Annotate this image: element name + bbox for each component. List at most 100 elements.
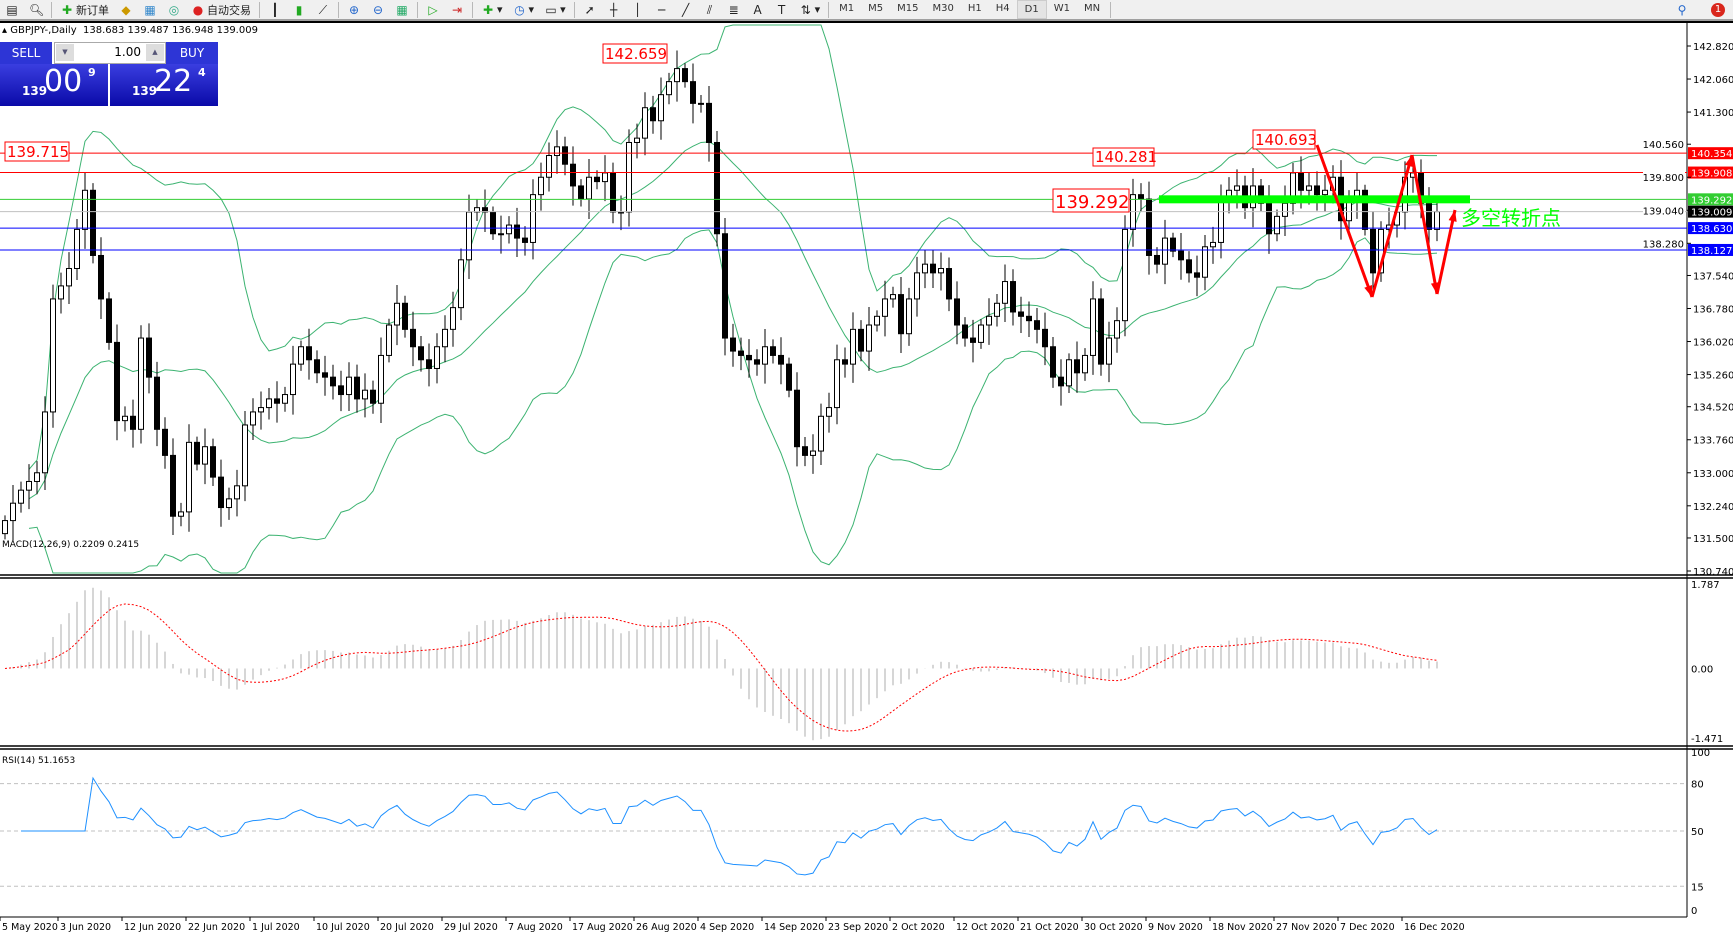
candle-body — [850, 328, 856, 365]
price-tag-bg — [1688, 147, 1733, 160]
candle — [258, 391, 264, 430]
chart-canvas[interactable]: 140.354 139.908 139.292 139.009 138.630 138.1… — [0, 23, 1733, 944]
timeframe-m5[interactable]: M5 — [868, 3, 884, 14]
zoom-in-button[interactable]: ⊕ — [342, 0, 366, 19]
candle-body — [1370, 228, 1376, 274]
new-order-button[interactable]: ✚ 新订单 — [55, 0, 114, 19]
candle-body — [1202, 246, 1208, 278]
fibonacci-button[interactable]: ≣ — [722, 0, 746, 19]
candle-body — [794, 389, 800, 448]
timeframe-w1[interactable]: W1 — [1053, 3, 1070, 14]
candle-body — [162, 428, 168, 456]
indicators-button[interactable]: ✚ ▾ — [482, 2, 503, 17]
price-callout-label: 139.715 — [7, 143, 69, 161]
cursor-icon: ➚ — [584, 2, 595, 17]
notification-badge[interactable]: 1 — [1711, 2, 1725, 17]
crosshair-button[interactable]: ┼ — [602, 0, 626, 19]
price-callout-box — [1092, 147, 1155, 167]
timeframe-h4[interactable]: H4 — [995, 3, 1010, 14]
buy-price[interactable]: 139 22 4 — [110, 64, 218, 106]
candle — [922, 250, 928, 289]
vertical-line-button[interactable]: │ — [626, 0, 650, 19]
new-order-icon: ✚ — [61, 2, 73, 17]
candle — [178, 502, 184, 527]
arrows-button[interactable]: ⇅ ▾ — [800, 2, 821, 17]
text-label-button[interactable]: Ｔ — [770, 0, 794, 19]
candle — [762, 329, 768, 384]
sell-button[interactable]: SELL — [0, 42, 52, 64]
timeframe-d1[interactable]: D1 — [1016, 0, 1047, 19]
price-callout-box — [1252, 129, 1316, 150]
candle — [1138, 183, 1144, 212]
autoscroll-button[interactable]: ▷ — [421, 0, 445, 19]
text-button[interactable]: A — [746, 0, 770, 19]
horizontal-line-button[interactable]: ─ — [650, 0, 674, 19]
candle — [1434, 200, 1440, 242]
profiles-button[interactable]: ▤ — [0, 0, 24, 19]
bar-chart-button[interactable]: ┃ — [263, 0, 287, 19]
candle — [1122, 215, 1128, 337]
chart-window[interactable]: 140.354 139.908 139.292 139.009 138.630 138.1… — [0, 21, 1733, 944]
chart-shift-button[interactable]: ⇥ — [445, 0, 469, 19]
candle — [1170, 232, 1176, 258]
price-axis-label: 134.520 — [1693, 403, 1733, 414]
auto-trading-button[interactable]: ● 自动交易 — [186, 0, 256, 19]
candle-body — [938, 268, 944, 274]
terminal-button[interactable]: ▦ — [138, 0, 162, 19]
timeframe-mn[interactable]: MN — [1083, 3, 1101, 14]
collapse-triangle-icon[interactable]: ▴ — [2, 25, 8, 36]
candle — [210, 438, 216, 486]
candle-body — [26, 480, 32, 491]
candle — [682, 63, 688, 88]
templates-button[interactable]: ▭ ▾ — [545, 2, 566, 17]
candle — [690, 63, 696, 124]
candle — [810, 434, 816, 474]
zoom-out-button[interactable]: ⊖ — [366, 0, 390, 19]
rsi-line — [21, 776, 1438, 876]
trendline-button[interactable]: ╱ — [674, 0, 698, 19]
signals-button[interactable]: ◎ — [162, 0, 186, 19]
buy-button[interactable]: BUY — [166, 42, 218, 64]
timeframe-m30[interactable]: M30 — [932, 3, 954, 14]
sell-price[interactable]: 139 00 9 — [0, 64, 108, 106]
candle — [1322, 174, 1328, 212]
lot-size-input[interactable] — [75, 44, 141, 60]
candle-body — [1282, 202, 1288, 217]
candle-body — [714, 141, 720, 235]
candle-body — [1066, 359, 1072, 387]
candle-body — [354, 376, 360, 400]
timeframe-h1[interactable]: H1 — [967, 3, 982, 14]
candle — [522, 226, 528, 256]
navigator-button[interactable]: 🔍︎ — [24, 0, 48, 19]
candlestick-button[interactable]: ▮ — [287, 0, 311, 19]
search-icon[interactable]: ⚲ — [1677, 2, 1687, 17]
candle — [1074, 341, 1080, 393]
lot-increase-icon[interactable]: ▲ — [146, 44, 164, 61]
template-icon: ▭ — [545, 2, 557, 17]
candle-body — [810, 450, 816, 456]
cursor-button[interactable]: ➚ — [578, 0, 602, 19]
candle-body — [1010, 281, 1016, 313]
candle — [602, 155, 608, 202]
book-icon: ◆ — [121, 2, 131, 17]
candle — [442, 315, 448, 363]
candle — [1050, 337, 1056, 388]
channel-button[interactable]: ⫽ — [698, 0, 722, 19]
candle-body — [1186, 259, 1192, 274]
candle-body — [1314, 185, 1320, 196]
date-axis-label: 10 Jul 2020 — [316, 922, 370, 933]
lot-decrease-icon[interactable]: ▼ — [56, 44, 74, 61]
candle-body — [42, 411, 48, 474]
candle — [650, 95, 656, 134]
candle — [458, 248, 464, 321]
timeframe-m15[interactable]: M15 — [897, 3, 919, 14]
timeframe-m1[interactable]: M1 — [839, 3, 855, 14]
tile-windows-button[interactable]: ▦ — [390, 0, 414, 19]
line-chart-button[interactable]: ⟋ — [311, 0, 335, 19]
auto-trading-icon: ● — [192, 2, 204, 17]
candle-body — [386, 324, 392, 356]
candle-body — [426, 359, 432, 369]
metaeditor-button[interactable]: ◆ — [114, 0, 138, 19]
periods-button[interactable]: ◷ ▾ — [514, 2, 535, 17]
text-label-icon: Ｔ — [775, 2, 788, 17]
